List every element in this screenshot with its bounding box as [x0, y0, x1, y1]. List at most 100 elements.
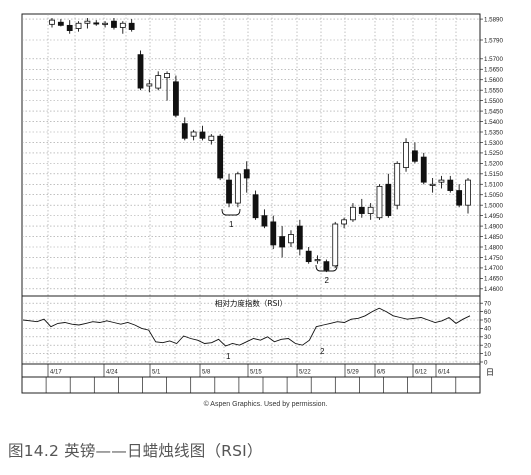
x-tick-label: 5/1	[152, 370, 161, 376]
x-tick-label: 4/24	[106, 370, 118, 376]
candle-body-up	[376, 185, 383, 219]
candle-body-down	[66, 24, 73, 31]
candle	[84, 18, 91, 29]
candle	[411, 142, 418, 164]
candle-body-down	[93, 22, 100, 25]
candle-body-up	[155, 75, 162, 89]
candle-body-up	[102, 22, 109, 25]
candle-body-down	[243, 169, 250, 179]
candle-body-up	[341, 219, 347, 225]
candle	[429, 178, 436, 193]
candle-body-down	[57, 21, 64, 26]
candle	[438, 175, 445, 189]
candle-body-down	[199, 131, 206, 139]
candle	[456, 184, 463, 208]
rsi-tick-label: 20	[484, 343, 491, 350]
candle	[332, 221, 339, 268]
candle-body-down	[270, 221, 277, 246]
candle-body-down	[137, 54, 144, 89]
candle	[93, 20, 100, 26]
candle	[199, 125, 206, 141]
candle-body-up	[49, 19, 55, 25]
candle-body-down	[411, 150, 418, 162]
candle	[49, 18, 55, 28]
candle	[190, 129, 197, 141]
price-tick-label: 1.4800	[484, 244, 503, 251]
candle	[119, 21, 126, 34]
annotation-1-bracket	[221, 208, 241, 216]
candle	[146, 79, 153, 93]
candle	[181, 117, 188, 141]
candle-body-down	[128, 22, 135, 30]
candle-body-up	[164, 73, 170, 79]
price-tick-label: 1.4650	[484, 276, 503, 283]
axis-unit-label: 日	[486, 368, 494, 377]
price-tick-label: 1.5700	[484, 56, 503, 63]
candle-body-down	[420, 156, 427, 183]
candle-body-up	[119, 22, 126, 28]
candle	[261, 209, 268, 229]
candle	[164, 71, 170, 101]
candle	[243, 161, 250, 193]
candle	[447, 175, 454, 193]
price-tick-label: 1.5890	[484, 16, 503, 23]
x-tick-label: 4/17	[50, 370, 62, 376]
price-tick-label: 1.5600	[484, 77, 503, 84]
copyright-credit: © Aspen Graphics. Used by permission.	[203, 401, 328, 408]
candle-body-down	[217, 135, 224, 179]
candle	[66, 20, 73, 34]
price-tick-label: 1.5250	[484, 150, 503, 157]
candle	[296, 219, 303, 256]
figure-caption: 图14.2 英镑——日蜡烛线图（RSI）	[8, 442, 263, 460]
candle-body-up	[394, 162, 401, 206]
candle-body-up	[234, 173, 241, 204]
candle	[226, 173, 232, 208]
candle	[128, 19, 135, 32]
chart-frame	[21, 13, 481, 394]
x-tick-label: 5/15	[250, 370, 262, 376]
rsi-tick-label: 10	[484, 351, 491, 358]
candle-body-down	[252, 194, 259, 219]
price-tick-label: 1.4900	[484, 223, 503, 230]
rsi-tick-label: 60	[484, 309, 491, 316]
candle-body-down	[226, 179, 232, 204]
candle-body-up	[84, 20, 91, 24]
candle-body-up	[288, 234, 294, 244]
candle-body-up	[429, 183, 436, 186]
candle-body-down	[173, 81, 179, 116]
candle	[394, 161, 401, 210]
x-tick-label: 5/22	[299, 370, 311, 376]
price-tick-label: 1.5350	[484, 129, 503, 136]
candle-body-down	[261, 215, 268, 227]
candle	[75, 21, 82, 32]
candle-body-up	[75, 22, 82, 29]
candle	[367, 203, 374, 220]
price-tick-label: 1.5050	[484, 192, 503, 199]
candle	[350, 203, 356, 222]
rsi-tick-label: 50	[484, 317, 491, 324]
candle-body-down	[447, 179, 454, 191]
price-tick-label: 1.5000	[484, 202, 503, 209]
candle	[279, 226, 286, 258]
candle	[137, 50, 144, 91]
candle-body-up	[465, 179, 471, 206]
candle	[305, 247, 312, 264]
candle	[217, 134, 224, 181]
rsi-tick-label: 40	[484, 326, 491, 333]
candle-body-up	[367, 206, 374, 214]
price-tick-label: 1.5300	[484, 140, 503, 147]
annotation-1-label: 1	[229, 220, 234, 229]
price-tick-label: 1.4750	[484, 255, 503, 262]
candle-body-up	[190, 131, 197, 137]
price-tick-label: 1.5450	[484, 108, 503, 115]
annotation-2-label: 2	[325, 276, 330, 285]
candle	[111, 18, 117, 30]
price-tick-label: 1.5100	[484, 182, 503, 189]
rsi-tick-label: 0	[484, 359, 488, 366]
price-tick-label: 1.5400	[484, 119, 503, 126]
candle-body-down	[323, 261, 330, 271]
candle-body-down	[358, 206, 365, 214]
price-tick-label: 1.5650	[484, 67, 503, 74]
candle-body-down	[296, 225, 303, 250]
